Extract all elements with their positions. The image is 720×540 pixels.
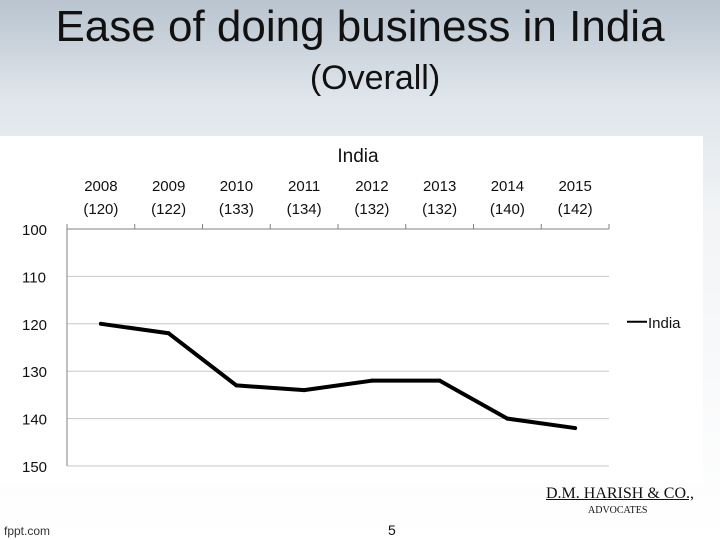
ytick-label-110: 110 [22, 269, 46, 286]
xtick-sublabel-2008: (120) [83, 201, 118, 218]
data-point-2011 [302, 388, 307, 393]
firm-name: D.M. HARISH & CO., [545, 485, 694, 502]
series-line-india [100, 321, 576, 431]
xtick-sublabel-2009: (122) [151, 201, 186, 218]
data-point-2010 [234, 383, 239, 388]
ytick-label-120: 120 [22, 317, 47, 334]
xtick-sublabel-2010: (133) [219, 201, 254, 218]
ytick-label-130: 130 [22, 364, 47, 381]
xtick-sublabel-2011: (134) [287, 201, 322, 218]
chart-panel: India 100 110 120 130 140 150 2008 (120) 2009 (12… [0, 136, 703, 483]
xtick-label-2011: 2011 [288, 178, 320, 195]
xtick-sublabel-2014: (140) [490, 201, 525, 218]
data-point-2009 [166, 331, 171, 336]
footer-brand: fppt.com [4, 524, 51, 538]
line-chart: India 100 110 120 130 140 150 2008 (120) 2009 (12… [22, 146, 681, 476]
data-point-2015 [573, 426, 578, 431]
ytick-label-140: 140 [22, 412, 47, 429]
xtick-label-2014: 2014 [491, 178, 524, 195]
xtick-sublabel-2015: (142) [558, 201, 593, 218]
xtick-label-2008: 2008 [84, 178, 117, 195]
xtick-label-2012: 2012 [355, 178, 388, 195]
data-point-2012 [369, 378, 374, 383]
xtick-label-2013: 2013 [423, 178, 456, 195]
data-point-2014 [505, 416, 510, 421]
legend-label: India [648, 315, 681, 332]
firm-tag: ADVOCATES [588, 505, 648, 516]
ytick-label-100: 100 [22, 222, 47, 239]
xtick-label-2015: 2015 [558, 178, 591, 195]
xtick-label-2010: 2010 [220, 178, 253, 195]
xtick-label-2009: 2009 [152, 178, 185, 195]
data-point-2013 [437, 378, 442, 383]
page-number: 5 [388, 522, 396, 538]
chart-title: India [337, 146, 379, 167]
slide-subtitle: (Overall) [309, 59, 441, 97]
ytick-label-150: 150 [22, 459, 47, 476]
xtick-sublabel-2013: (132) [422, 201, 457, 218]
xtick-sublabel-2012: (132) [354, 201, 389, 218]
data-point-2008 [98, 321, 103, 326]
slide-title: Ease of doing business in India [55, 2, 665, 51]
